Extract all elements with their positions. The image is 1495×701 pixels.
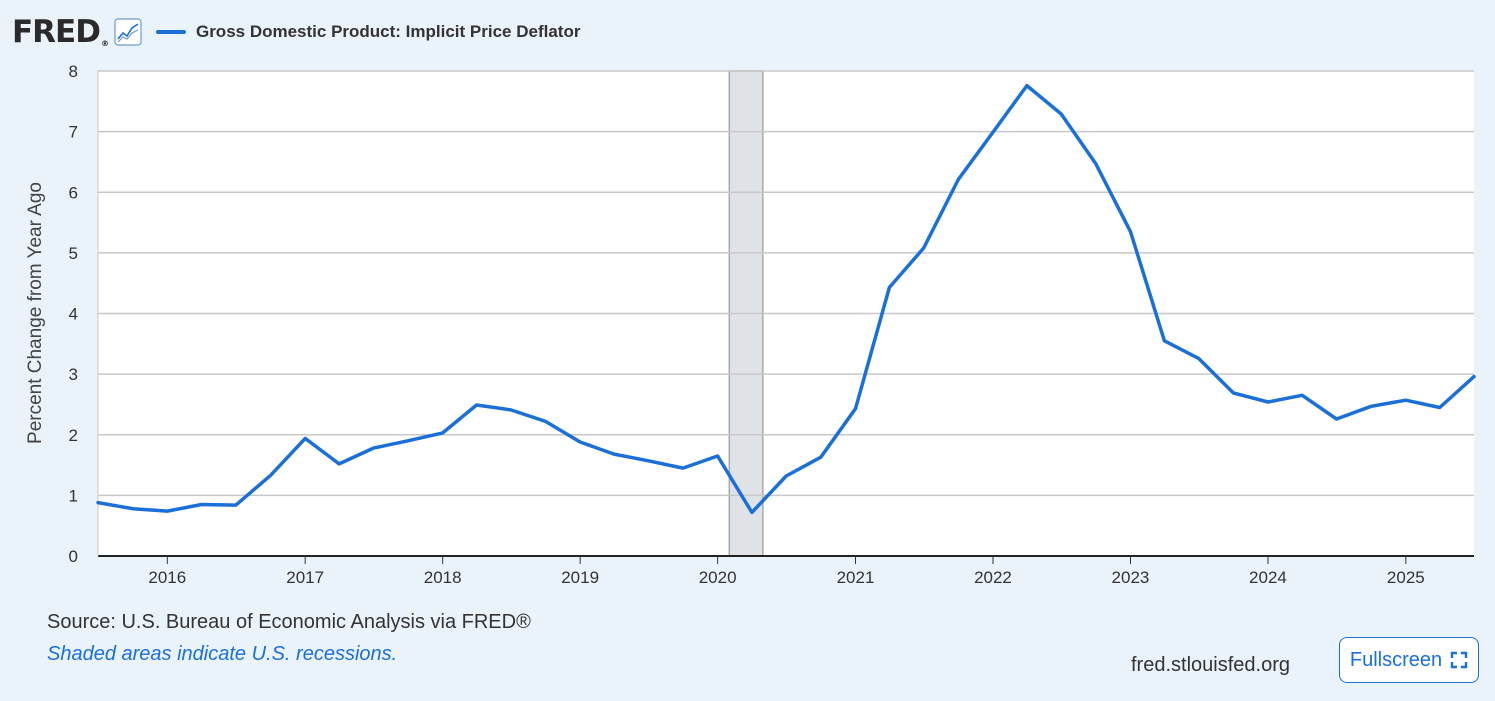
- data-point[interactable]: [646, 459, 650, 463]
- data-point[interactable]: [922, 246, 926, 250]
- y-tick-label: 4: [69, 305, 78, 324]
- data-point[interactable]: [371, 446, 375, 450]
- data-point[interactable]: [1300, 393, 1304, 397]
- series-line[interactable]: [96, 83, 1476, 515]
- legend-label[interactable]: Gross Domestic Product: Implicit Price D…: [195, 22, 581, 41]
- data-point[interactable]: [1438, 405, 1442, 409]
- data-point[interactable]: [509, 408, 513, 412]
- fullscreen-label: Fullscreen: [1349, 648, 1443, 671]
- data-point[interactable]: [200, 502, 204, 506]
- x-tick-label: 2024: [1249, 568, 1287, 587]
- data-point[interactable]: [1369, 404, 1373, 408]
- source-text: Source: U.S. Bureau of Economic Analysis…: [47, 611, 531, 633]
- data-point[interactable]: [612, 452, 616, 456]
- y-tick-label: 1: [69, 486, 78, 505]
- data-point[interactable]: [131, 507, 135, 511]
- data-point[interactable]: [1197, 356, 1201, 360]
- data-point[interactable]: [475, 403, 479, 407]
- header: FRED® Gross Domestic Product: Implicit P…: [12, 12, 580, 52]
- data-point[interactable]: [406, 439, 410, 443]
- site-url[interactable]: fred.stlouisfed.org: [1131, 654, 1290, 676]
- legend-swatch: [155, 30, 186, 34]
- data-point[interactable]: [96, 501, 100, 505]
- data-point[interactable]: [1335, 417, 1339, 421]
- data-point[interactable]: [1472, 375, 1476, 379]
- fred-logo[interactable]: FRED®: [12, 13, 109, 50]
- data-point[interactable]: [819, 455, 823, 459]
- data-point[interactable]: [1162, 339, 1166, 343]
- y-tick-label: 5: [69, 244, 78, 263]
- y-tick-label: 8: [69, 62, 78, 81]
- fullscreen-icon: [1450, 651, 1468, 669]
- x-tick-label: 2020: [699, 568, 737, 587]
- x-tick-label: 2018: [424, 568, 462, 587]
- x-tick-label: 2019: [561, 568, 599, 587]
- x-tick-label: 2017: [286, 568, 324, 587]
- line-graph-icon[interactable]: [114, 18, 142, 46]
- data-point[interactable]: [543, 419, 547, 423]
- data-point[interactable]: [441, 431, 445, 435]
- y-tick-label: 6: [69, 183, 78, 202]
- y-axis-label: Percent Change from Year Ago: [25, 182, 46, 444]
- data-point[interactable]: [887, 285, 891, 289]
- data-point[interactable]: [1094, 162, 1098, 166]
- data-point[interactable]: [1128, 230, 1132, 234]
- data-point[interactable]: [1404, 398, 1408, 402]
- data-point[interactable]: [853, 407, 857, 411]
- recession-note[interactable]: Shaded areas indicate U.S. recessions.: [47, 643, 398, 665]
- data-point[interactable]: [784, 474, 788, 478]
- data-point[interactable]: [681, 466, 685, 470]
- y-tick-layer: 0 1 2 3 4 5 6 7 8: [69, 62, 78, 566]
- data-point[interactable]: [991, 130, 995, 134]
- data-point[interactable]: [1025, 84, 1029, 88]
- y-tick-label: 0: [69, 547, 78, 566]
- fullscreen-button[interactable]: Fullscreen: [1339, 637, 1479, 683]
- y-tick-label: 3: [69, 365, 78, 384]
- x-tick-label: 2025: [1387, 568, 1425, 587]
- data-point[interactable]: [1231, 391, 1235, 395]
- y-tick-label: 7: [69, 123, 78, 142]
- x-tick-label: 2021: [837, 568, 875, 587]
- data-point[interactable]: [750, 510, 754, 514]
- data-point[interactable]: [1059, 112, 1063, 116]
- y-tick-label: 2: [69, 426, 78, 445]
- x-tick-label: 2023: [1112, 568, 1150, 587]
- x-tick-label: 2022: [974, 568, 1012, 587]
- grid-layer: [97, 70, 1474, 557]
- data-point[interactable]: [234, 503, 238, 507]
- x-tick-layer: 2016 2017 2018 2019 2020 2021 2022 2023 2024 2025: [148, 556, 1425, 587]
- data-point[interactable]: [337, 462, 341, 466]
- data-point[interactable]: [1266, 400, 1270, 404]
- data-point[interactable]: [578, 440, 582, 444]
- legend: Gross Domestic Product: Implicit Price D…: [155, 22, 581, 42]
- data-point[interactable]: [303, 436, 307, 440]
- data-point[interactable]: [165, 509, 169, 513]
- data-point[interactable]: [716, 454, 720, 458]
- data-point[interactable]: [269, 473, 273, 477]
- logo-registered-mark: ®: [100, 38, 109, 48]
- x-tick-label: 2016: [148, 568, 186, 587]
- data-point[interactable]: [956, 178, 960, 182]
